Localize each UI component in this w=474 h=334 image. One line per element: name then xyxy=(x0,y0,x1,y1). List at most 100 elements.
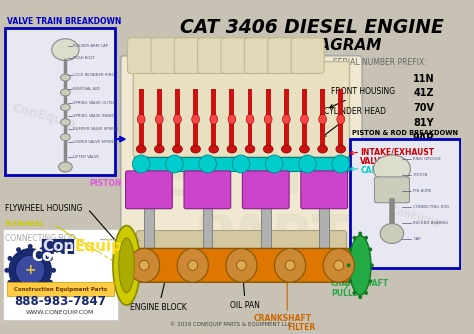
Bar xyxy=(134,157,348,171)
FancyBboxPatch shape xyxy=(242,171,289,209)
Text: LOCK RETAINER RING: LOCK RETAINER RING xyxy=(73,72,115,76)
FancyBboxPatch shape xyxy=(301,171,347,209)
Text: CAP: CAP xyxy=(413,236,421,240)
Ellipse shape xyxy=(323,248,355,282)
FancyBboxPatch shape xyxy=(126,171,173,209)
Ellipse shape xyxy=(16,289,21,294)
Text: CAMSHAFT: CAMSHAFT xyxy=(360,166,408,175)
FancyBboxPatch shape xyxy=(151,38,184,73)
Ellipse shape xyxy=(368,279,372,283)
Ellipse shape xyxy=(155,114,163,124)
Text: PIN BORE: PIN BORE xyxy=(413,189,432,193)
Ellipse shape xyxy=(264,114,272,124)
FancyBboxPatch shape xyxy=(198,38,231,73)
Ellipse shape xyxy=(364,291,368,295)
Bar xyxy=(350,139,459,268)
Ellipse shape xyxy=(9,248,52,292)
Ellipse shape xyxy=(191,114,200,124)
Bar xyxy=(144,207,154,252)
Ellipse shape xyxy=(61,119,70,126)
Ellipse shape xyxy=(51,268,56,273)
Ellipse shape xyxy=(61,89,70,96)
Bar xyxy=(202,207,212,252)
Ellipse shape xyxy=(137,145,146,153)
Bar xyxy=(7,282,114,296)
Text: BIG END BEARING: BIG END BEARING xyxy=(413,221,448,224)
Ellipse shape xyxy=(358,231,362,235)
Ellipse shape xyxy=(39,289,44,294)
Ellipse shape xyxy=(319,114,327,124)
Ellipse shape xyxy=(128,248,160,282)
Ellipse shape xyxy=(39,247,44,252)
FancyBboxPatch shape xyxy=(133,61,349,157)
Text: FLYWHEEL HOUSING: FLYWHEEL HOUSING xyxy=(5,204,82,213)
Ellipse shape xyxy=(227,145,237,153)
FancyBboxPatch shape xyxy=(128,38,161,73)
Ellipse shape xyxy=(228,114,236,124)
Ellipse shape xyxy=(4,268,9,273)
Ellipse shape xyxy=(199,155,217,173)
Ellipse shape xyxy=(210,114,218,124)
Ellipse shape xyxy=(353,236,356,240)
Ellipse shape xyxy=(8,256,12,261)
Ellipse shape xyxy=(285,261,295,270)
Bar xyxy=(139,90,144,147)
FancyBboxPatch shape xyxy=(291,38,324,73)
Ellipse shape xyxy=(166,155,183,173)
Text: 9AP: 9AP xyxy=(413,133,434,143)
Text: BUMPER VALVE SPRING: BUMPER VALVE SPRING xyxy=(73,127,118,131)
Ellipse shape xyxy=(155,145,164,153)
Bar xyxy=(211,90,216,147)
Text: VALVE TRAIN BREAKDOWN: VALVE TRAIN BREAKDOWN xyxy=(7,17,121,26)
FancyBboxPatch shape xyxy=(245,38,277,73)
Ellipse shape xyxy=(113,225,140,305)
Ellipse shape xyxy=(48,256,53,261)
Text: CYLINDER HEAD: CYLINDER HEAD xyxy=(322,107,386,137)
Text: PARTS: PARTS xyxy=(194,211,390,266)
Text: Con: Con xyxy=(42,239,74,254)
Text: OIL PAN: OIL PAN xyxy=(230,263,260,310)
Ellipse shape xyxy=(265,155,283,173)
Ellipse shape xyxy=(237,261,246,270)
Ellipse shape xyxy=(52,39,79,61)
Text: PISTON: PISTON xyxy=(413,173,428,177)
Bar xyxy=(338,90,343,147)
Ellipse shape xyxy=(61,104,70,111)
Ellipse shape xyxy=(245,145,255,153)
Ellipse shape xyxy=(119,238,134,293)
Ellipse shape xyxy=(332,155,349,173)
Ellipse shape xyxy=(188,261,198,270)
Text: LIFTER VALVE: LIFTER VALVE xyxy=(73,155,99,159)
Ellipse shape xyxy=(8,280,12,285)
Bar xyxy=(302,90,307,147)
Text: PARTS DIAGRAM: PARTS DIAGRAM xyxy=(241,38,382,53)
Text: CAT 3406 DIESEL ENGINE: CAT 3406 DIESEL ENGINE xyxy=(180,18,443,37)
Text: REMOVAL AID: REMOVAL AID xyxy=(73,88,100,92)
Text: Construction Equipment Parts: Construction Equipment Parts xyxy=(14,287,107,292)
Ellipse shape xyxy=(334,261,344,270)
Ellipse shape xyxy=(370,263,374,267)
Text: 11N: 11N xyxy=(413,73,434,84)
Ellipse shape xyxy=(59,162,72,172)
Bar xyxy=(193,90,198,147)
Text: ConEquip: ConEquip xyxy=(390,205,442,228)
Ellipse shape xyxy=(300,145,310,153)
Ellipse shape xyxy=(173,145,182,153)
Text: ROCKER ARM CAP: ROCKER ARM CAP xyxy=(73,44,108,48)
Text: FILTER: FILTER xyxy=(288,323,316,332)
Text: VALVE COVERS: VALVE COVERS xyxy=(171,43,228,61)
Ellipse shape xyxy=(191,145,201,153)
Bar xyxy=(157,90,162,147)
Text: STRIPES: STRIPES xyxy=(162,152,422,206)
FancyBboxPatch shape xyxy=(137,230,346,278)
Text: 888-983-7847: 888-983-7847 xyxy=(14,295,106,308)
Ellipse shape xyxy=(48,280,53,285)
Text: +: + xyxy=(24,263,36,277)
Ellipse shape xyxy=(346,263,350,267)
Bar xyxy=(284,90,289,147)
FancyBboxPatch shape xyxy=(129,248,354,282)
Text: SERIAL NUMBER PREFIX:: SERIAL NUMBER PREFIX: xyxy=(333,58,427,67)
Text: A5Y: A5Y xyxy=(413,148,434,158)
Text: 41Z: 41Z xyxy=(413,89,434,99)
Text: CRANKSHAFT: CRANKSHAFT xyxy=(253,314,311,323)
